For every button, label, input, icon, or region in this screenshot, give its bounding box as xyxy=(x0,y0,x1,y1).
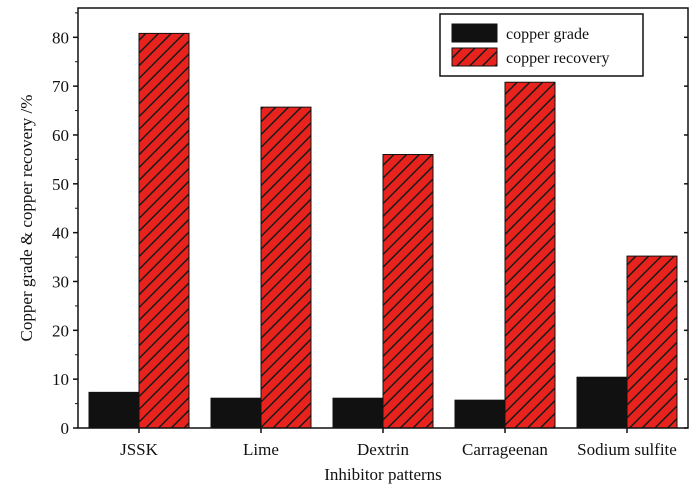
bar-copper-recovery-jssk xyxy=(138,32,190,429)
bar-copper-grade-dextrin xyxy=(332,397,384,429)
bar-copper-recovery-lime xyxy=(260,106,312,429)
y-tick-label: 60 xyxy=(52,126,69,145)
bar-copper-grade-carrageenan xyxy=(454,399,506,429)
y-tick-label: 40 xyxy=(52,224,69,243)
plot-frame xyxy=(77,7,689,429)
bar-copper-grade-sodium-sulfite xyxy=(576,376,628,429)
bar-copper-recovery-sodium-sulfite xyxy=(626,255,678,429)
x-axis-title: Inhibitor patterns xyxy=(324,465,442,484)
legend-swatch-copper-recovery xyxy=(451,47,498,67)
legend-label: copper grade xyxy=(506,26,589,43)
y-tick-label: 20 xyxy=(52,321,69,340)
x-tick-label: Dextrin xyxy=(357,440,409,459)
bar-copper-recovery-dextrin xyxy=(382,154,434,429)
bar-copper-grade-jssk xyxy=(88,391,140,429)
y-tick-label: 80 xyxy=(52,28,69,47)
legend-swatch-copper-grade xyxy=(451,23,498,43)
x-tick-label: Carrageenan xyxy=(462,440,548,459)
y-tick-label: 10 xyxy=(52,370,69,389)
y-tick-label: 50 xyxy=(52,175,69,194)
bar-copper-recovery-carrageenan xyxy=(504,81,556,429)
x-tick-label: JSSK xyxy=(120,440,159,459)
x-tick-label: Lime xyxy=(243,440,279,459)
y-axis-title: Copper grade & copper recovery /% xyxy=(17,95,36,342)
y-tick-label: 30 xyxy=(52,272,69,291)
bar-copper-grade-lime xyxy=(210,397,262,429)
x-tick-label: Sodium sulfite xyxy=(577,440,677,459)
legend: copper grade copper recovery xyxy=(439,13,644,77)
legend-label: copper recovery xyxy=(506,50,610,67)
y-tick-label: 0 xyxy=(61,419,70,438)
y-tick-label: 70 xyxy=(52,77,69,96)
